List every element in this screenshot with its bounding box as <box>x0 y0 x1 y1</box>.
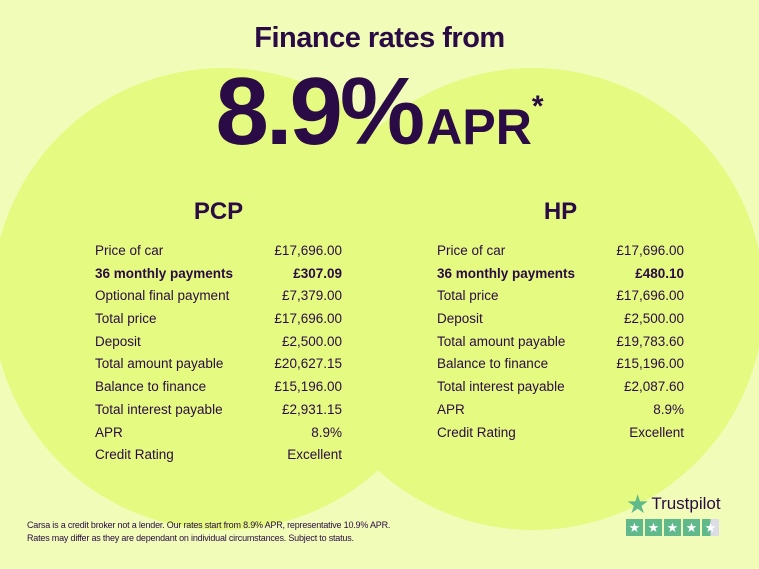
row-label: Total interest payable <box>437 379 565 395</box>
pcp-table: PCP Price of car £17,696.00 36 monthly pay… <box>95 198 342 467</box>
trustpilot-rating: ★ ★ ★ ★ ★ <box>626 519 721 536</box>
table-row: APR 8.9% <box>95 422 342 445</box>
row-label: Credit Rating <box>95 447 174 463</box>
row-value: £19,783.60 <box>616 333 684 349</box>
row-value: £17,696.00 <box>274 243 342 258</box>
table-row: APR 8.9% <box>437 399 684 422</box>
row-label: Credit Rating <box>437 424 516 440</box>
row-value: £17,696.00 <box>616 288 684 304</box>
rating-star-icon: ★ <box>702 519 719 536</box>
disclaimer-line-2: Rates may differ as they are dependant o… <box>27 533 354 543</box>
rating-star-icon: ★ <box>626 519 643 536</box>
row-label: 36 monthly payments <box>437 265 576 281</box>
row-label: Total amount payable <box>437 333 566 349</box>
row-value: £480.10 <box>635 265 684 281</box>
row-label: Price of car <box>437 243 506 258</box>
row-value: £20,627.15 <box>274 356 342 372</box>
row-value: £307.09 <box>293 265 342 281</box>
row-label: Price of car <box>95 243 164 258</box>
row-label: 36 monthly payments <box>95 265 234 281</box>
pcp-title: PCP <box>193 198 244 225</box>
row-value: £17,696.00 <box>616 243 684 258</box>
row-label: Total amount payable <box>95 356 224 372</box>
table-row: Optional final payment £7,379.00 <box>95 285 342 308</box>
table-row: Deposit £2,500.00 <box>95 331 342 354</box>
table-row: Balance to finance £15,196.00 <box>95 376 342 399</box>
row-value: £7,379.00 <box>281 288 342 304</box>
table-row: Total price £17,696.00 <box>95 308 342 331</box>
row-label: APR <box>437 401 465 417</box>
row-value: £2,500.00 <box>623 311 684 327</box>
row-label: Balance to finance <box>95 379 207 395</box>
hp-table: HP Price of car £17,696.00 36 monthly paym… <box>437 198 684 444</box>
table-row: Total price £17,696.00 <box>437 285 684 308</box>
trustpilot-name: Trustpilot <box>651 494 721 513</box>
rate-value: 8.9% <box>215 58 425 165</box>
row-value: £2,500.00 <box>281 333 342 349</box>
row-label: Optional final payment <box>95 288 230 304</box>
row-value: £15,196.00 <box>274 379 342 395</box>
row-label: APR <box>95 424 123 440</box>
row-value: Excellent <box>629 424 684 440</box>
table-row: Total amount payable £19,783.60 <box>437 331 684 354</box>
table-row: Credit Rating Excellent <box>437 422 684 445</box>
apr-label: APR <box>426 99 532 155</box>
table-row: Price of car £17,696.00 <box>437 240 684 263</box>
row-value: 8.9% <box>311 424 342 440</box>
row-label: Total price <box>437 288 499 304</box>
trustpilot-badge[interactable]: ★ Trustpilot ★ ★ ★ ★ ★ <box>626 489 721 536</box>
table-row: Balance to finance £15,196.00 <box>437 353 684 376</box>
asterisk: * <box>531 90 544 123</box>
trustpilot-star-icon: ★ <box>626 489 650 519</box>
rating-star-icon: ★ <box>683 519 700 536</box>
row-label: Total interest payable <box>95 401 223 417</box>
table-row: Total amount payable £20,627.15 <box>95 353 342 376</box>
table-row: Credit Rating Excellent <box>95 444 342 467</box>
disclaimer: Carsa is a credit broker not a lender. O… <box>27 519 390 545</box>
trustpilot-logo: ★ Trustpilot <box>626 489 721 519</box>
row-value: Excellent <box>287 447 342 463</box>
table-row: Total interest payable £2,931.15 <box>95 399 342 422</box>
row-label: Total price <box>95 311 157 327</box>
row-label: Deposit <box>437 311 483 327</box>
rating-star-icon: ★ <box>664 519 681 536</box>
row-value: £17,696.00 <box>274 311 342 327</box>
disclaimer-line-1: Carsa is a credit broker not a lender. O… <box>27 520 391 530</box>
rate-display: 8.9%APR* <box>0 62 759 162</box>
headline: Finance rates from <box>254 22 505 54</box>
table-row: 36 monthly payments £480.10 <box>437 263 684 286</box>
table-row: Deposit £2,500.00 <box>437 308 684 331</box>
row-value: £2,931.15 <box>281 401 342 417</box>
table-row: Total interest payable £2,087.60 <box>437 376 684 399</box>
table-row: Price of car £17,696.00 <box>95 240 342 263</box>
decorative-circle-right <box>302 68 759 530</box>
rating-star-icon: ★ <box>645 519 662 536</box>
hp-title: HP <box>543 198 578 225</box>
table-row: 36 monthly payments £307.09 <box>95 263 342 286</box>
row-value: £2,087.60 <box>623 379 684 395</box>
row-value: 8.9% <box>653 401 684 417</box>
row-label: Deposit <box>95 333 141 349</box>
row-label: Balance to finance <box>437 356 549 372</box>
row-value: £15,196.00 <box>616 356 684 372</box>
